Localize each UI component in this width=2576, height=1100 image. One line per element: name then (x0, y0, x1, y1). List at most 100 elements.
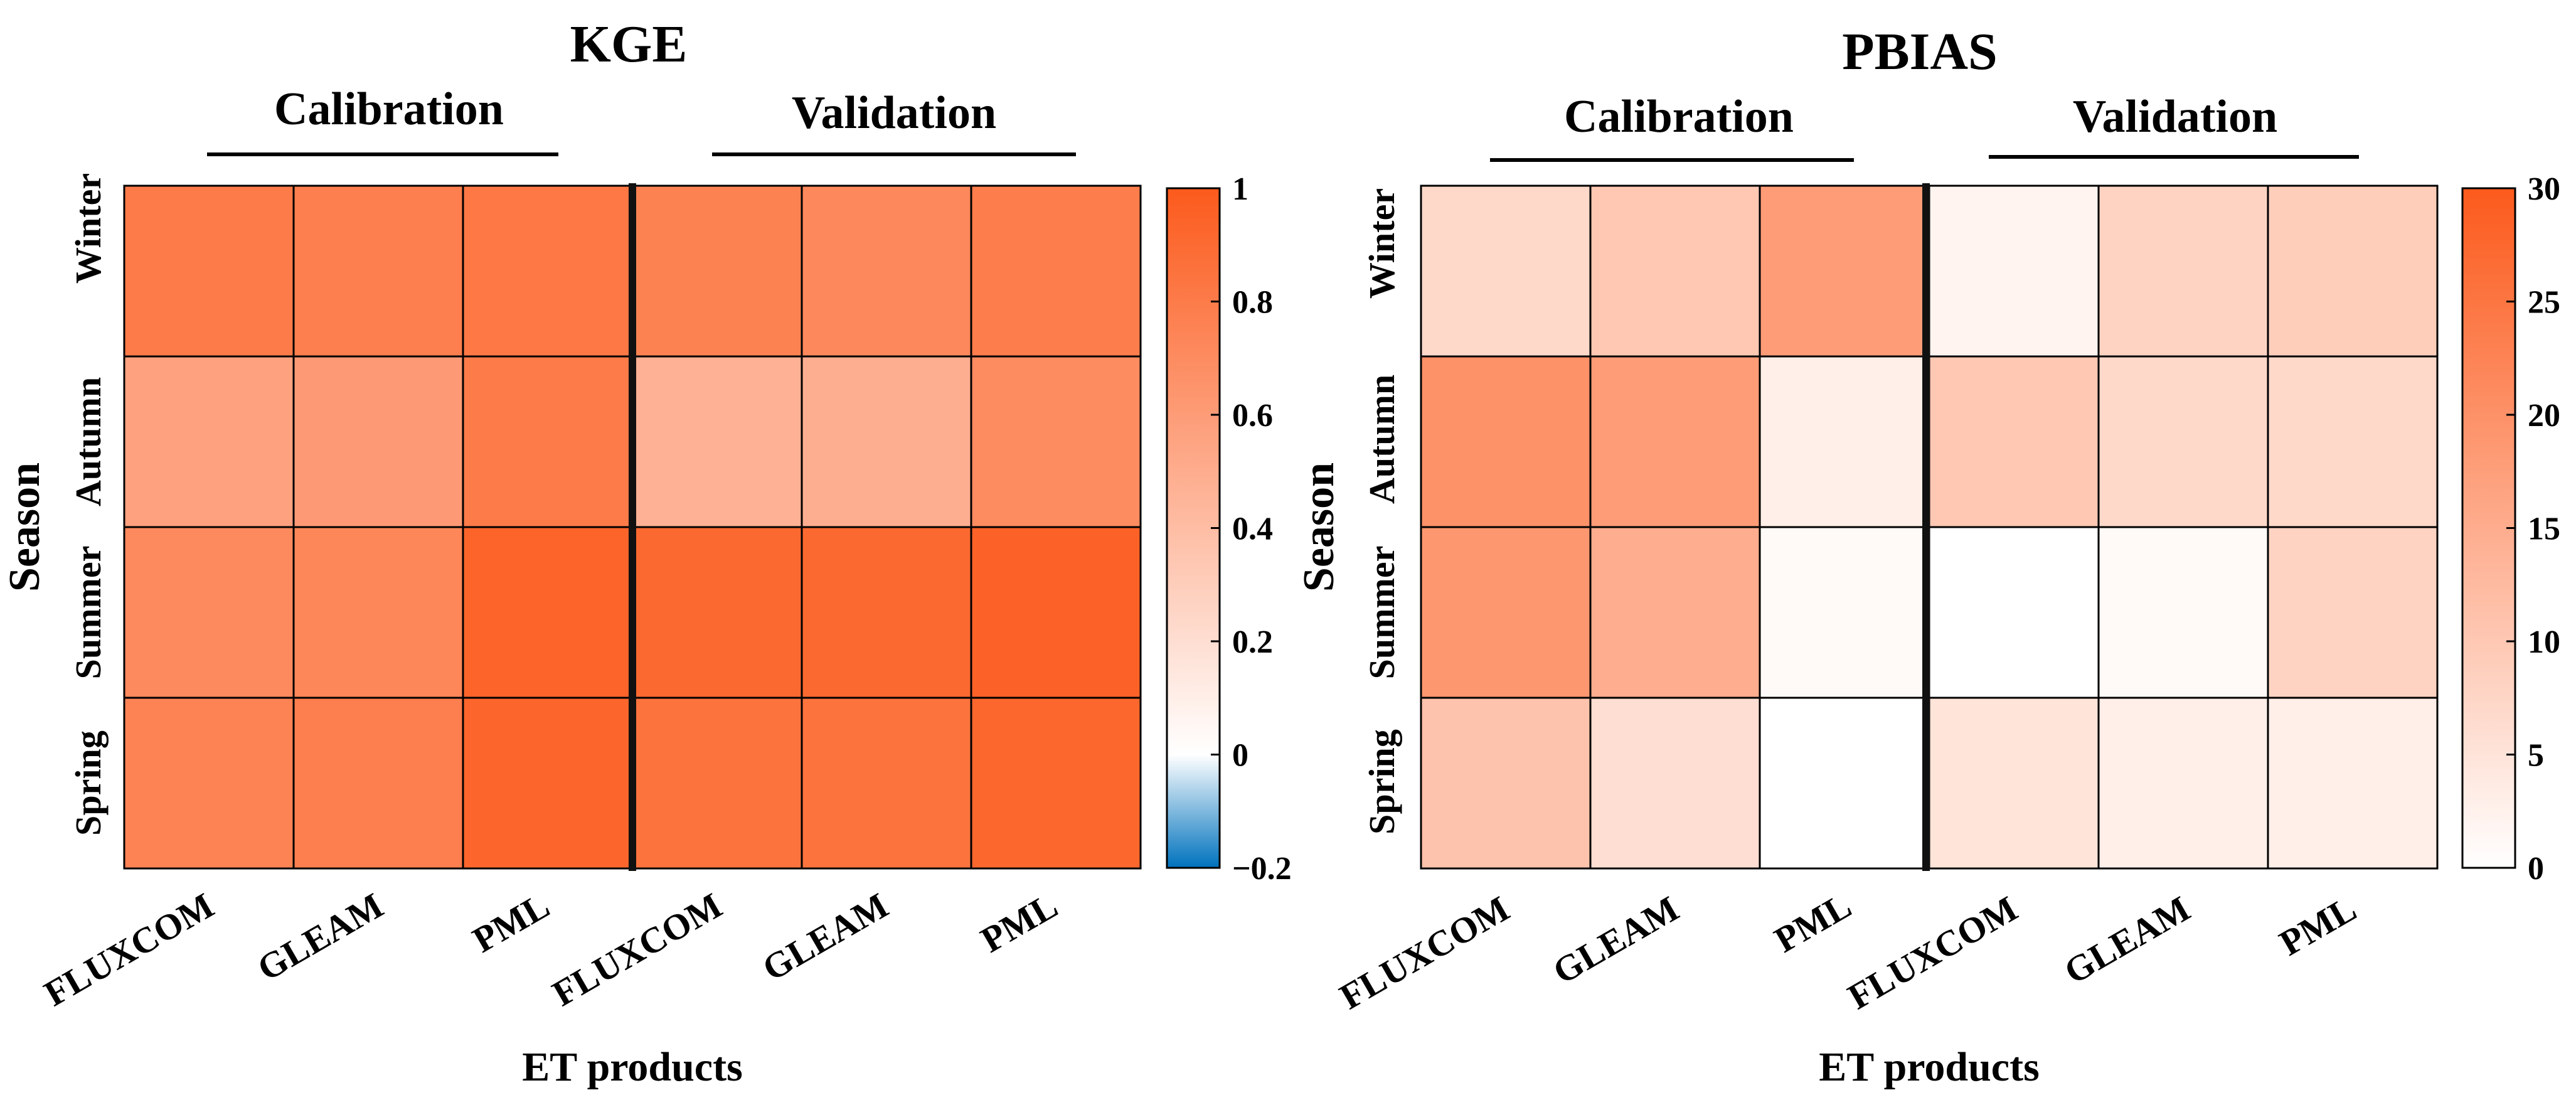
kge-cell-r3-c4 (631, 526, 803, 699)
kge-colorbar-tick-label: 0.2 (1232, 624, 1273, 660)
kge-colorbar-ticks: 1 0.8 0.6 0.4 0.2 0 −0.2 (1211, 171, 1292, 887)
kge-cell-r1-c4 (631, 184, 803, 358)
pbias-cell-r3-c1 (1420, 526, 1592, 699)
kge-cell-r3-c5 (801, 526, 972, 699)
kge-group-calibration: Calibration (274, 83, 504, 135)
pbias-colorbar-tick-label: 15 (2528, 511, 2560, 547)
pbias-cell-r4-c2 (1589, 697, 1761, 870)
kge-row-label-spring: Spring (68, 730, 109, 836)
kge-ylabel: Season (1, 462, 49, 592)
kge-cell-r4-c5 (801, 697, 972, 870)
pbias-cell-r1-c3 (1759, 184, 1930, 358)
pbias-cell-r4-c1 (1420, 697, 1592, 870)
pbias-cell-r4-c4 (1928, 697, 2100, 870)
pbias-group-calibration: Calibration (1564, 91, 1794, 142)
kge-row-label-summer: Summer (68, 546, 109, 680)
kge-cell-r4-c2 (292, 697, 464, 870)
kge-cell-r3-c2 (292, 526, 464, 699)
kge-row-label-winter: Winter (68, 173, 109, 284)
kge-colorbar-tick-label: 0 (1232, 738, 1248, 774)
pbias-group-validation: Validation (2073, 91, 2277, 142)
kge-cell-r1-c5 (801, 184, 972, 358)
pbias-cell-r2-c3 (1759, 355, 1930, 528)
pbias-panel: PBIAS Calibration Validation Winter Autu… (1295, 23, 2560, 1090)
pbias-cell-r1-c1 (1420, 184, 1592, 358)
kge-row-label-autumn: Autumn (68, 377, 109, 506)
pbias-cell-r2-c5 (2097, 355, 2269, 528)
kge-colorbar-tick-label: −0.2 (1232, 851, 1292, 887)
kge-cell-r4-c1 (123, 697, 295, 870)
kge-cell-r2-c3 (462, 355, 634, 528)
pbias-colorbar-tick-label: 0 (2528, 851, 2544, 887)
pbias-cell-r2-c1 (1420, 355, 1592, 528)
pbias-row-label-winter: Winter (1361, 188, 1402, 299)
kge-cell-r1-c1 (123, 184, 295, 358)
pbias-cell-r1-c2 (1589, 184, 1761, 358)
kge-cell-r3-c1 (123, 526, 295, 699)
kge-column-labels: FLUXCOM GLEAM PML FLUXCOM GLEAM PML (38, 885, 1065, 1014)
kge-colorbar-tick-label: 0.6 (1232, 398, 1273, 434)
kge-cell-r4-c4 (631, 697, 803, 870)
kge-colorbar-tick-label: 1 (1232, 171, 1248, 207)
pbias-cell-r4-c6 (2267, 697, 2439, 870)
kge-col-label-3: PML (466, 885, 556, 961)
pbias-cell-r1-c6 (2267, 184, 2439, 358)
pbias-xlabel: ET products (1819, 1044, 2040, 1090)
pbias-cell-r3-c5 (2097, 526, 2269, 699)
kge-cell-r2-c6 (970, 355, 1142, 528)
pbias-cell-r3-c2 (1589, 526, 1761, 699)
pbias-ylabel: Season (1295, 462, 1343, 592)
pbias-colorbar-tick-label: 30 (2528, 171, 2560, 207)
kge-title: KGE (570, 15, 688, 73)
pbias-cell-r4-c3 (1759, 697, 1930, 870)
pbias-col-label-2: GLEAM (1546, 888, 1685, 992)
pbias-cell-r2-c4 (1928, 355, 2100, 528)
pbias-cell-r3-c6 (2267, 526, 2439, 699)
kge-cell-r1-c3 (462, 184, 634, 358)
kge-col-label-5: GLEAM (755, 885, 895, 989)
kge-cell-r1-c2 (292, 184, 464, 358)
pbias-col-label-1: FLUXCOM (1333, 888, 1516, 1017)
kge-cell-r2-c4 (631, 355, 803, 528)
pbias-row-label-summer: Summer (1361, 546, 1402, 680)
pbias-title: PBIAS (1842, 23, 1997, 81)
pbias-col-label-3: PML (1767, 885, 1858, 961)
kge-colorbar-tick-label: 0.8 (1232, 285, 1273, 321)
kge-col-label-2: GLEAM (250, 885, 390, 989)
pbias-row-label-spring: Spring (1361, 729, 1402, 835)
pbias-col-label-5: GLEAM (2057, 888, 2196, 992)
pbias-colorbar-ticks: 30 25 20 15 10 5 0 (2506, 171, 2560, 887)
pbias-col-label-6: PML (2272, 888, 2363, 964)
kge-col-label-6: PML (974, 885, 1064, 961)
pbias-cell-r1-c4 (1928, 184, 2100, 358)
kge-cell-r2-c1 (123, 355, 295, 528)
kge-xlabel: ET products (522, 1044, 743, 1090)
kge-col-label-1: FLUXCOM (38, 885, 221, 1014)
kge-group-validation: Validation (792, 87, 996, 139)
pbias-row-labels: Winter Autumn Summer Spring (1361, 188, 1402, 835)
pbias-cell-r2-c6 (2267, 355, 2439, 528)
pbias-col-label-4: FLUXCOM (1841, 888, 2025, 1017)
pbias-colorbar-tick-label: 10 (2528, 624, 2560, 660)
kge-cell-r3-c6 (970, 526, 1142, 699)
kge-cell-r4-c6 (970, 697, 1142, 870)
pbias-cell-r1-c5 (2097, 184, 2269, 358)
kge-col-label-4: FLUXCOM (546, 885, 729, 1014)
kge-cell-r2-c2 (292, 355, 464, 528)
kge-cell-r4-c3 (462, 697, 634, 870)
pbias-cell-r2-c2 (1589, 355, 1761, 528)
pbias-column-labels: FLUXCOM GLEAM PML FLUXCOM GLEAM PML (1333, 885, 2363, 1017)
pbias-cell-r3-c3 (1759, 526, 1930, 699)
pbias-colorbar-tick-label: 5 (2528, 738, 2544, 774)
kge-colorbar-tick-label: 0.4 (1232, 511, 1273, 547)
kge-cell-r1-c6 (970, 184, 1142, 358)
pbias-colorbar-tick-label: 25 (2528, 285, 2560, 321)
kge-cell-r2-c5 (801, 355, 972, 528)
kge-cell-r3-c3 (462, 526, 634, 699)
pbias-cell-r4-c5 (2097, 697, 2269, 870)
pbias-cell-r3-c4 (1928, 526, 2100, 699)
kge-panel: KGE Calibration Validation Winter Autumn… (1, 15, 1292, 1090)
kge-row-labels: Winter Autumn Summer Spring (68, 173, 109, 836)
pbias-colorbar-tick-label: 20 (2528, 398, 2560, 434)
